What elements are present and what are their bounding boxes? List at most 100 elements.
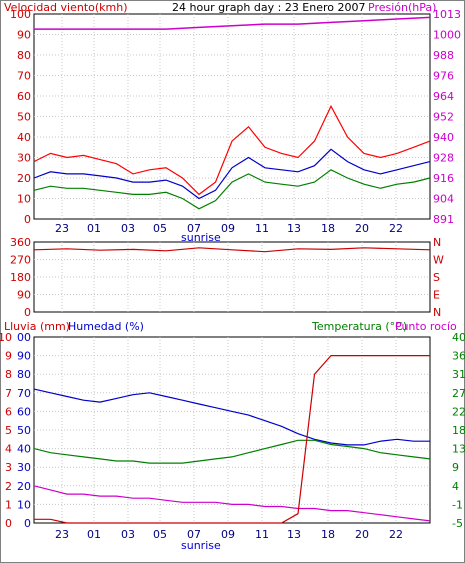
hum-left-tick-0: 00 [17, 331, 31, 344]
humidity-axis-title: Humedad (%) [68, 320, 144, 333]
rain-left-tick-9: 1 [5, 498, 12, 511]
direction-grid [34, 242, 430, 312]
wind-left-tick-2: 80 [17, 49, 31, 62]
rain-left-tick-2: 8 [5, 368, 12, 381]
pressure-right-tick-7: 928 [433, 152, 454, 165]
temp-right-tick-0: 40 [452, 331, 465, 344]
wind-left-tick-7: 30 [17, 152, 31, 165]
hum-left-tick-2: 80 [17, 368, 31, 381]
x-label-bottom-10: 22 [389, 528, 403, 541]
wind-axes: 1009080706050403020100101310009889769649… [10, 8, 461, 226]
dir-right-tick-4: N [433, 306, 441, 319]
wind-left-tick-0: 100 [10, 8, 31, 21]
x-label-top-0: 23 [55, 222, 69, 235]
hum-left-tick-6: 40 [17, 443, 31, 456]
dir-right-tick-1: W [433, 254, 444, 267]
x-label-bottom-4: 07 [187, 528, 201, 541]
x-label-bottom-3: 05 [153, 528, 167, 541]
x-label-bottom-1: 01 [87, 528, 101, 541]
wind-left-tick-1: 90 [17, 29, 31, 42]
wind-series [33, 16, 431, 210]
hum-left-tick-5: 50 [17, 424, 31, 437]
temperature-axis-title: Temperatura (°C) [311, 320, 407, 333]
hum-left-tick-8: 20 [17, 480, 31, 493]
x-label-bottom-9: 20 [355, 528, 369, 541]
pressure-right-tick-3: 976 [433, 70, 454, 83]
rain-left-tick-7: 3 [5, 461, 12, 474]
wind-left-tick-4: 60 [17, 90, 31, 103]
hum-left-tick-7: 30 [17, 461, 31, 474]
x-label-bottom-2: 03 [121, 528, 135, 541]
x-label-bottom-6: 11 [255, 528, 269, 541]
wind-left-tick-9: 10 [17, 193, 31, 206]
x-label-top-1: 01 [87, 222, 101, 235]
rain-left-tick-4: 6 [5, 405, 12, 418]
wind-series-1 [33, 148, 431, 200]
x-label-top-3: 05 [153, 222, 167, 235]
hum-left-tick-4: 60 [17, 405, 31, 418]
pressure-right-tick-1: 1000 [433, 29, 461, 42]
dir-right-tick-3: E [433, 289, 440, 302]
pressure-right-tick-4: 964 [433, 90, 454, 103]
wind-x-labels: 23 01 03 05 07 09 11 13 18 20 22 [55, 222, 403, 235]
temp-series-3 [34, 355, 430, 524]
pressure-axis-title: Presión(hPa) [368, 1, 436, 14]
x-label-top-8: 18 [321, 222, 335, 235]
temp-right-tick-3: 27 [452, 387, 465, 400]
sunrise-label-top: sunrise [181, 231, 221, 244]
dir-left-tick-3: 90 [17, 289, 31, 302]
dir-right-tick-0: N [433, 236, 441, 249]
dir-left-tick-1: 270 [10, 254, 31, 267]
direction-series [33, 247, 431, 253]
wind-series-0 [33, 104, 431, 196]
pressure-right-tick-10: 891 [433, 213, 454, 226]
rain-left-tick-8: 2 [5, 480, 12, 493]
temp-right-tick-5: 18 [452, 424, 465, 437]
wind-left-tick-10: 0 [24, 213, 31, 226]
rain-left-tick-10: 0 [5, 517, 12, 530]
x-label-bottom-0: 23 [55, 528, 69, 541]
temp-series-2 [33, 485, 431, 522]
hum-left-tick-1: 90 [17, 350, 31, 363]
temp-series-0 [33, 388, 430, 446]
hum-left-tick-3: 70 [17, 387, 31, 400]
x-label-top-5: 09 [221, 222, 235, 235]
temp-right-tick-7: 9 [452, 461, 459, 474]
temp-axes: 1098765432100090807060504030201004036312… [0, 331, 465, 530]
wind-left-tick-6: 40 [17, 131, 31, 144]
temp-right-tick-2: 31 [452, 368, 465, 381]
dewpoint-axis-title: Punto rocío [395, 320, 457, 333]
hum-left-tick-10: 0 [24, 517, 31, 530]
graph-title: 24 hour graph day : 23 Enero 2007 [172, 1, 366, 14]
x-label-top-6: 11 [255, 222, 269, 235]
temp-x-labels: 23 01 03 05 07 09 11 13 18 20 22 [55, 528, 403, 541]
rain-left-tick-1: 9 [5, 350, 12, 363]
wind-series-2 [33, 169, 431, 210]
sunrise-label-bottom: sunrise [181, 539, 221, 552]
wind-grid [34, 14, 430, 219]
x-label-bottom-5: 09 [221, 528, 235, 541]
x-label-bottom-8: 18 [321, 528, 335, 541]
wind-axis-title: Velocidad viento(kmh) [4, 1, 128, 14]
rain-axis-title: Lluvia (mm) [4, 320, 70, 333]
temp-right-tick-6: 13 [452, 443, 465, 456]
pressure-right-tick-9: 904 [433, 193, 454, 206]
pressure-right-tick-2: 988 [433, 49, 454, 62]
temp-right-tick-9: -1 [452, 498, 463, 511]
pressure-right-tick-5: 952 [433, 111, 454, 124]
temp-right-tick-8: 4 [452, 480, 459, 493]
rain-left-tick-5: 5 [5, 424, 12, 437]
pressure-right-tick-0: 1013 [433, 8, 461, 21]
x-label-bottom-7: 13 [287, 528, 301, 541]
pressure-right-tick-8: 916 [433, 172, 454, 185]
temp-right-tick-1: 36 [452, 350, 465, 363]
x-label-top-4: 07 [187, 222, 201, 235]
temp-right-tick-4: 22 [452, 405, 465, 418]
dir-left-tick-0: 360 [10, 236, 31, 249]
dir-left-tick-4: 0 [24, 306, 31, 319]
rain-left-tick-3: 7 [5, 387, 12, 400]
pressure-right-tick-6: 940 [433, 131, 454, 144]
